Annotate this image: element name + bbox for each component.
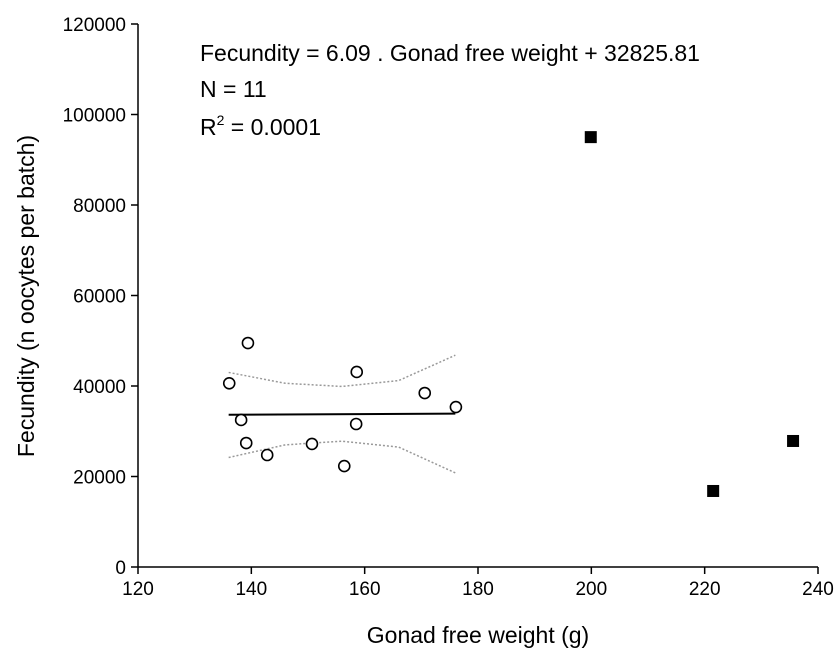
y-axis-label: Fecundity (n oocytes per batch)	[13, 135, 39, 457]
r2-sup: 2	[217, 112, 225, 128]
x-tick-label: 200	[575, 579, 607, 600]
point	[449, 400, 463, 414]
point	[305, 437, 319, 451]
point	[241, 336, 255, 350]
x-tick-label: 240	[802, 579, 834, 600]
r2-text: = 0.0001	[224, 114, 321, 140]
point	[584, 131, 597, 144]
y-tick-label: 80000	[73, 196, 126, 217]
y-tick-label: 20000	[73, 468, 126, 489]
y-tick-label: 40000	[73, 377, 126, 398]
equation: Fecundity = 6.09 . Gonad free weight + 3…	[200, 40, 700, 66]
point	[234, 413, 248, 427]
point	[222, 376, 236, 390]
y-tick-label: 60000	[73, 287, 126, 308]
r2-label: R2 = 0.0001	[200, 112, 321, 140]
y-tick-label: 0	[115, 558, 126, 579]
n-label: N = 11	[200, 76, 267, 102]
y-tick-label: 120000	[63, 15, 126, 36]
point	[349, 417, 363, 431]
x-axis-label: Gonad free weight (g)	[367, 622, 589, 648]
point	[707, 484, 720, 497]
point	[350, 365, 364, 379]
point	[260, 448, 274, 462]
y-tick-label: 100000	[63, 106, 126, 127]
fit-line	[228, 440, 456, 474]
point	[239, 436, 253, 450]
x-tick-label: 220	[689, 579, 721, 600]
fit-line	[228, 354, 456, 388]
x-tick-label: 180	[462, 579, 494, 600]
x-tick-label: 160	[349, 579, 381, 600]
x-tick-label: 140	[235, 579, 267, 600]
fit-line	[228, 412, 456, 416]
point	[337, 459, 351, 473]
x-tick-label: 120	[122, 579, 154, 600]
point	[787, 434, 800, 447]
r2-base: R	[200, 114, 217, 140]
point	[418, 386, 432, 400]
